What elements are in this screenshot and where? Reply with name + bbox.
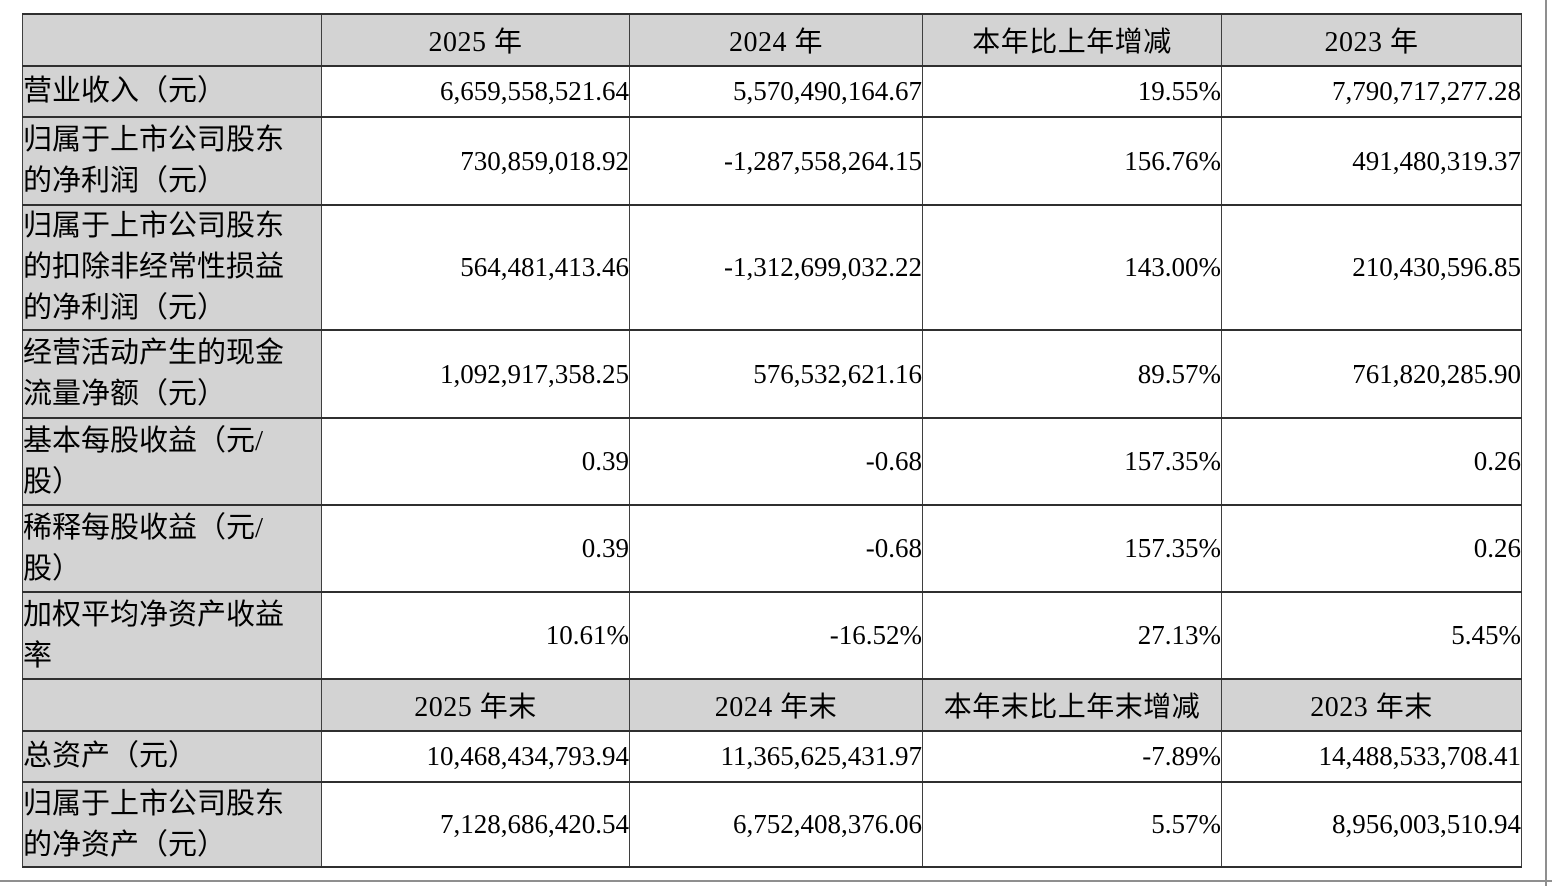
cell-value: 8,956,003,510.94	[1221, 781, 1522, 868]
column-header-2024-end: 2024 年末	[629, 678, 923, 732]
cell-value: 143.00%	[922, 204, 1222, 331]
cell-value: 27.13%	[922, 591, 1222, 680]
row-label: 经营活动产生的现金 流量净额（元）	[22, 329, 322, 419]
cell-value: -0.68	[629, 504, 923, 593]
table-row-net-profit-excl-nonrecurring: 归属于上市公司股东 的扣除非经常性损益 的净利润（元） 564,481,413.…	[22, 204, 1522, 331]
row-label: 归属于上市公司股东 的净利润（元）	[22, 116, 322, 206]
cell-value: 7,128,686,420.54	[321, 781, 630, 868]
column-header-blank	[22, 13, 322, 67]
cell-value: 5.45%	[1221, 591, 1522, 680]
table-row-operating-revenue: 营业收入（元） 6,659,558,521.64 5,570,490,164.6…	[22, 65, 1522, 118]
cell-value: 19.55%	[922, 65, 1222, 118]
cell-value: 5.57%	[922, 781, 1222, 868]
cell-value: -0.68	[629, 417, 923, 506]
cell-value: 5,570,490,164.67	[629, 65, 923, 118]
column-header-blank	[22, 678, 322, 732]
page-edge-right-line	[1545, 0, 1547, 886]
column-header-2025-end: 2025 年末	[321, 678, 630, 732]
cell-value: 1,092,917,358.25	[321, 329, 630, 419]
row-label: 加权平均净资产收益 率	[22, 591, 322, 680]
cell-value: -1,312,699,032.22	[629, 204, 923, 331]
cell-value: 0.26	[1221, 504, 1522, 593]
header-row-annual: 2025 年 2024 年 本年比上年增减 2023 年	[22, 13, 1522, 67]
cell-value: 491,480,319.37	[1221, 116, 1522, 206]
cell-value: 210,430,596.85	[1221, 204, 1522, 331]
cell-value: 156.76%	[922, 116, 1222, 206]
column-header-2023: 2023 年	[1221, 13, 1522, 67]
cell-value: 10.61%	[321, 591, 630, 680]
table-row-net-assets-attributable: 归属于上市公司股东 的净资产（元） 7,128,686,420.54 6,752…	[22, 781, 1522, 868]
cell-value: 730,859,018.92	[321, 116, 630, 206]
cell-value: 6,752,408,376.06	[629, 781, 923, 868]
cell-value: 564,481,413.46	[321, 204, 630, 331]
row-label: 归属于上市公司股东 的净资产（元）	[22, 781, 322, 868]
row-label: 基本每股收益（元/ 股）	[22, 417, 322, 506]
table-row-weighted-avg-roe: 加权平均净资产收益 率 10.61% -16.52% 27.13% 5.45%	[22, 591, 1522, 680]
cell-value: 0.26	[1221, 417, 1522, 506]
cell-value: 7,790,717,277.28	[1221, 65, 1522, 118]
cell-value: 761,820,285.90	[1221, 329, 1522, 419]
cell-value: 10,468,434,793.94	[321, 730, 630, 783]
column-header-2023-end: 2023 年末	[1221, 678, 1522, 732]
row-label: 总资产（元）	[22, 730, 322, 783]
table-row-total-assets: 总资产（元） 10,468,434,793.94 11,365,625,431.…	[22, 730, 1522, 783]
cell-value: 157.35%	[922, 417, 1222, 506]
table-row-basic-eps: 基本每股收益（元/ 股） 0.39 -0.68 157.35% 0.26	[22, 417, 1522, 506]
row-label: 营业收入（元）	[22, 65, 322, 118]
financial-summary-table: 2025 年 2024 年 本年比上年增减 2023 年 营业收入（元） 6,6…	[22, 13, 1522, 868]
cell-value: 157.35%	[922, 504, 1222, 593]
cell-value: 576,532,621.16	[629, 329, 923, 419]
column-header-2025: 2025 年	[321, 13, 630, 67]
column-header-2024: 2024 年	[629, 13, 923, 67]
page-edge-bottom-line	[0, 880, 1552, 882]
cell-value: 0.39	[321, 417, 630, 506]
cell-value: -1,287,558,264.15	[629, 116, 923, 206]
row-label: 稀释每股收益（元/ 股）	[22, 504, 322, 593]
cell-value: -7.89%	[922, 730, 1222, 783]
header-row-year-end: 2025 年末 2024 年末 本年末比上年末增减 2023 年末	[22, 678, 1522, 732]
table-row-operating-cash-flow: 经营活动产生的现金 流量净额（元） 1,092,917,358.25 576,5…	[22, 329, 1522, 419]
cell-value: -16.52%	[629, 591, 923, 680]
table-row-net-profit-attributable: 归属于上市公司股东 的净利润（元） 730,859,018.92 -1,287,…	[22, 116, 1522, 206]
cell-value: 0.39	[321, 504, 630, 593]
cell-value: 14,488,533,708.41	[1221, 730, 1522, 783]
cell-value: 89.57%	[922, 329, 1222, 419]
column-header-year-end-change: 本年末比上年末增减	[922, 678, 1222, 732]
row-label: 归属于上市公司股东 的扣除非经常性损益 的净利润（元）	[22, 204, 322, 331]
cell-value: 6,659,558,521.64	[321, 65, 630, 118]
table-row-diluted-eps: 稀释每股收益（元/ 股） 0.39 -0.68 157.35% 0.26	[22, 504, 1522, 593]
cell-value: 11,365,625,431.97	[629, 730, 923, 783]
column-header-yoy-change: 本年比上年增减	[922, 13, 1222, 67]
